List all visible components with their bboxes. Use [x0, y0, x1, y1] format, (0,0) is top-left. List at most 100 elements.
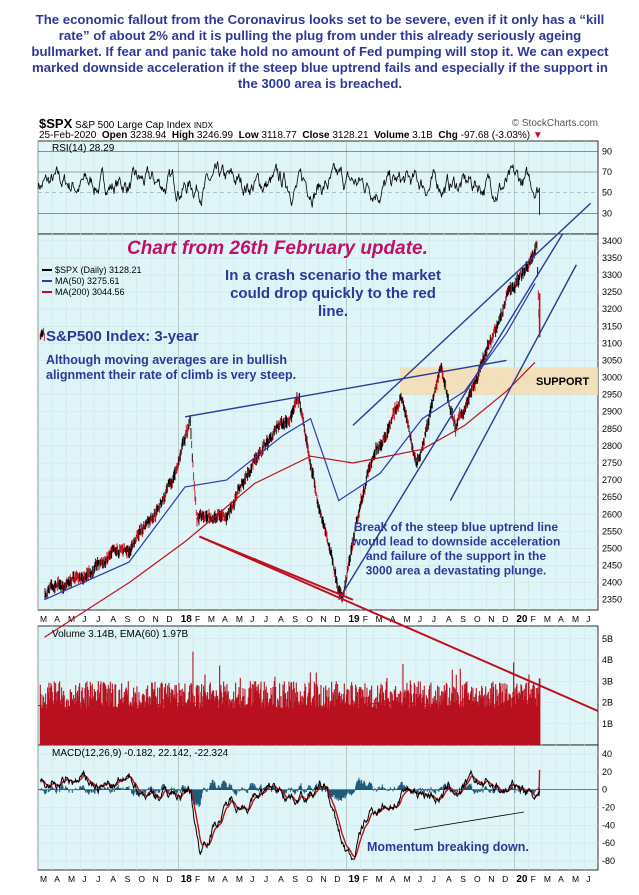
- macd-tick-label: -20: [602, 803, 615, 813]
- month-tick-label: F: [195, 614, 200, 624]
- month-tick-label: A: [222, 614, 228, 624]
- month-tick-label: D: [334, 614, 340, 624]
- month-tick-label: J: [432, 874, 436, 884]
- exchange: INDX: [193, 121, 213, 130]
- price-tick-label: 2600: [602, 509, 622, 519]
- month-tick-label: D: [502, 614, 508, 624]
- chart-header-line1: $SPX S&P 500 Large Cap Index INDX: [39, 116, 213, 131]
- trendline-blue-0: [185, 359, 507, 418]
- price-tick-label: 3100: [602, 338, 622, 348]
- price-tick-label: 2950: [602, 390, 622, 400]
- month-tick-label: M: [236, 614, 243, 624]
- ma200-line: [44, 361, 536, 638]
- close-value: 3128.21: [332, 130, 369, 141]
- momentum-annotation: Momentum breaking down.: [367, 840, 529, 854]
- close-label: Close: [302, 130, 330, 141]
- legend-entry: $SPX (Daily) 3128.21: [55, 265, 142, 275]
- price-tick-label: 3250: [602, 287, 622, 297]
- month-tick-label: S: [460, 874, 466, 884]
- chg-label: Chg: [438, 130, 458, 141]
- macd-tick-label: -60: [602, 838, 615, 848]
- price-tick-label: 2450: [602, 561, 622, 571]
- month-tick-label: O: [138, 874, 145, 884]
- month-tick-label: J: [264, 614, 268, 624]
- month-tick-label: O: [306, 614, 313, 624]
- month-tick-label: J: [586, 874, 590, 884]
- month-tick-label: M: [40, 874, 47, 884]
- low-label: Low: [238, 130, 259, 141]
- red-trendline-extension: [198, 535, 599, 712]
- month-tick-label: M: [376, 614, 383, 624]
- month-tick-label: M: [544, 614, 551, 624]
- legend-entry: MA(50) 3275.61: [55, 276, 120, 286]
- month-tick-label: F: [531, 614, 536, 624]
- volume-tick-label: 1B: [602, 719, 613, 729]
- month-tick-label: 20: [516, 614, 528, 625]
- month-tick-label: J: [432, 614, 436, 624]
- month-tick-label: M: [68, 874, 75, 884]
- month-tick-label: A: [390, 874, 396, 884]
- price-tick-label: 3400: [602, 236, 622, 246]
- price-tick-label: 3200: [602, 304, 622, 314]
- price-tick-label: 2650: [602, 492, 622, 502]
- chg-value: -97.68 (-3.03%): [460, 130, 531, 141]
- macd-tick-label: 0: [602, 785, 607, 795]
- rsi-tick-label: 30: [602, 208, 612, 218]
- open-value: 3238.94: [130, 130, 167, 141]
- month-tick-label: J: [82, 614, 86, 624]
- month-tick-label: 19: [349, 614, 361, 625]
- legend-entry: MA(200) 3044.56: [55, 287, 125, 297]
- month-tick-label: N: [153, 874, 159, 884]
- volume-value: 3.1B: [412, 130, 433, 141]
- price-tick-label: 2800: [602, 441, 622, 451]
- watermark: © StockCharts.com: [511, 118, 598, 129]
- month-tick-label: J: [96, 874, 100, 884]
- month-tick-label: A: [278, 874, 284, 884]
- month-tick-label: M: [40, 614, 47, 624]
- ma-annotation: Although moving averages are in bullish a…: [46, 353, 296, 382]
- month-tick-label: A: [558, 874, 564, 884]
- month-tick-label: J: [418, 614, 422, 624]
- month-tick-label: D: [166, 614, 172, 624]
- volume-title: Volume 3.14B, EMA(60) 1.97B: [52, 629, 189, 640]
- commentary-text: The economic fallout from the Coronaviru…: [31, 12, 609, 91]
- month-tick-label: A: [110, 874, 116, 884]
- price-tick-label: 3350: [602, 253, 622, 263]
- month-tick-label: S: [125, 614, 131, 624]
- month-tick-label: 20: [516, 874, 528, 885]
- month-tick-label: 19: [349, 874, 361, 885]
- month-tick-label: A: [278, 614, 284, 624]
- month-tick-label: 18: [181, 874, 193, 885]
- price-tick-label: 3000: [602, 373, 622, 383]
- month-tick-label: A: [222, 874, 228, 884]
- month-tick-label: A: [54, 614, 60, 624]
- price-tick-label: 3300: [602, 270, 622, 280]
- month-tick-label: F: [363, 614, 368, 624]
- month-tick-label: D: [166, 874, 172, 884]
- price-tick-label: 2550: [602, 526, 622, 536]
- open-label: Open: [101, 130, 128, 141]
- month-tick-label: N: [488, 874, 494, 884]
- volume-ema-line: [37, 702, 541, 709]
- rsi-tick-label: 50: [602, 188, 612, 198]
- month-tick-label: M: [236, 874, 243, 884]
- price-tick-label: 2850: [602, 424, 622, 434]
- month-tick-label: O: [474, 874, 481, 884]
- price-tick-label: 2400: [602, 578, 622, 588]
- month-tick-label: S: [125, 874, 131, 884]
- price-tick-label: 3050: [602, 355, 622, 365]
- month-tick-label: J: [418, 874, 422, 884]
- macd-title: MACD(12,26,9) -0.182, 22.142, -22.324: [52, 748, 229, 759]
- index-title-annotation: S&P500 Index: 3-year: [46, 328, 199, 345]
- macd-tick-label: -80: [602, 856, 615, 866]
- headline-annotation: Chart from 26th February update.: [127, 238, 428, 259]
- month-tick-label: M: [404, 874, 411, 884]
- macd-tick-label: 20: [602, 767, 612, 777]
- month-tick-label: 18: [181, 614, 193, 625]
- month-tick-label: F: [363, 874, 368, 884]
- month-tick-label: D: [334, 874, 340, 884]
- index-name: S&P 500 Large Cap Index: [75, 120, 192, 131]
- month-tick-label: A: [558, 614, 564, 624]
- month-tick-label: J: [264, 874, 268, 884]
- macd-tick-label: -40: [602, 820, 615, 830]
